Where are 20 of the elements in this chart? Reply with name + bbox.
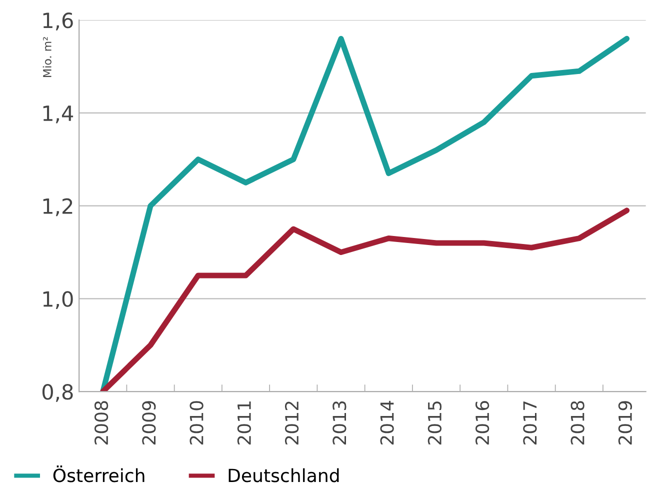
- x-tick-label: 2011: [237, 402, 252, 445]
- x-tick-label: 2010: [190, 401, 204, 445]
- x-tick-label: 2019: [618, 401, 632, 445]
- legend-label: Österreich: [53, 466, 144, 482]
- x-tick-label: 2008: [94, 401, 108, 445]
- y-tick-label: 0,8: [42, 384, 73, 402]
- y-axis-title: Mio. m²: [42, 37, 52, 77]
- x-tick-label: 2017: [523, 401, 537, 445]
- x-tick-label: 2014: [380, 400, 394, 445]
- x-tick-label: 2009: [142, 401, 156, 445]
- x-tick-label: 2015: [428, 401, 442, 445]
- y-tick-label: 1,0: [43, 291, 73, 310]
- y-tick-label: 1,6: [43, 12, 73, 30]
- y-tick-label: 1,2: [43, 198, 72, 216]
- x-tick-label: 2013: [332, 401, 346, 445]
- y-tick-label: 1,4: [43, 106, 74, 124]
- legend-label: Deutschland: [228, 468, 339, 482]
- x-tick-label: 2016: [475, 401, 490, 445]
- x-tick-label: 2018: [570, 401, 584, 445]
- x-tick-label: 2012: [284, 402, 299, 445]
